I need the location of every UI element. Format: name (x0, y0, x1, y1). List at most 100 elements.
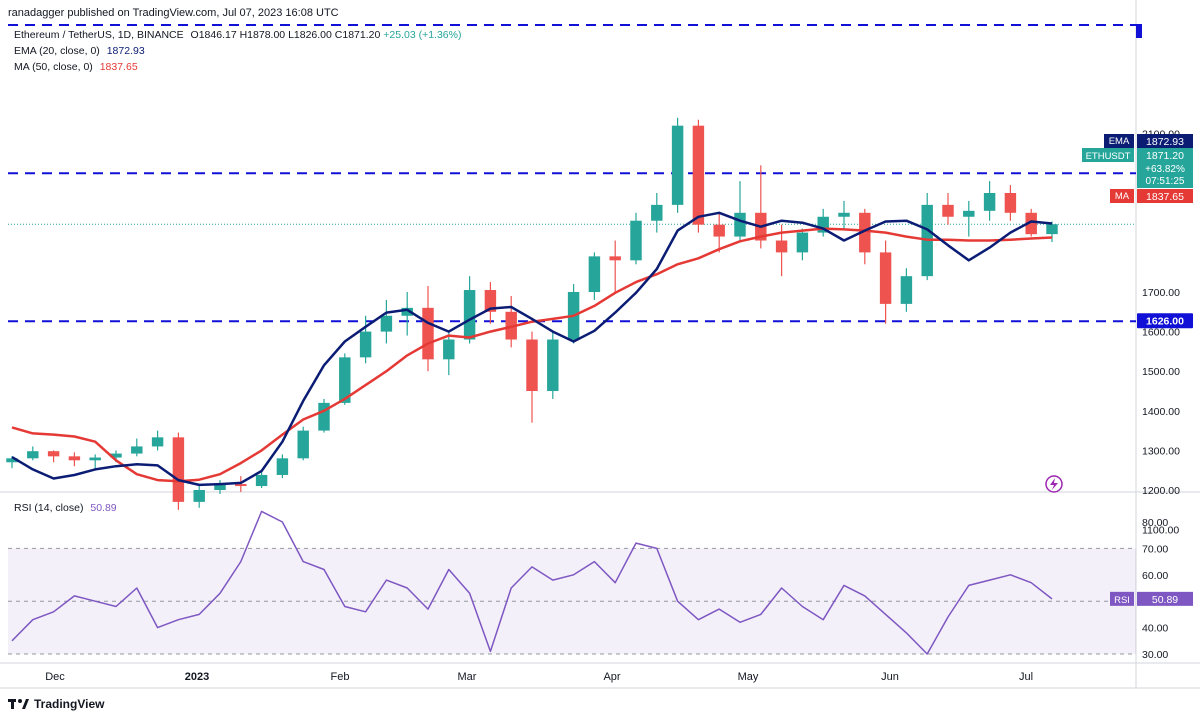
rsi-line (11, 510, 1053, 655)
ticker-tag: ETHUSDT (1086, 151, 1131, 162)
symbol-legend: Ethereum / TetherUS, 1D, BINANCE O1846.1… (14, 29, 461, 41)
rsi-value-bg (1137, 591, 1193, 606)
rsi-tick-label: 30.00 (1142, 649, 1168, 661)
ema-legend-label: EMA (20, close, 0) (14, 45, 100, 57)
lightning-bolt-icon (1050, 478, 1058, 490)
candle-body (297, 430, 309, 459)
candle-body (1046, 224, 1058, 235)
price-tick-label: 1600.00 (1142, 327, 1180, 339)
candle-body (235, 484, 247, 487)
candle-body (89, 457, 101, 461)
candle-body (484, 290, 497, 312)
candle-body (276, 458, 289, 475)
ticker-tag-bg2 (1082, 148, 1134, 162)
candle-body (963, 210, 975, 217)
symbol-name[interactable]: Ethereum / TetherUS, 1D, BINANCE (14, 29, 184, 41)
tradingview-brand: TradingView (34, 697, 105, 711)
candle-body (1025, 212, 1037, 235)
rsi-legend[interactable]: RSI (14, close) 50.89 (14, 502, 117, 514)
rsi-tick-label: 80.00 (1142, 517, 1168, 529)
candle-body (817, 216, 829, 233)
candle-body (131, 446, 143, 454)
price-tick-label: 1500.00 (1142, 366, 1180, 378)
ma-tag-bg (1110, 189, 1134, 203)
ma-legend-value: 1837.65 (99, 61, 138, 73)
rsi-tag: RSI (1114, 595, 1130, 606)
candle-body (651, 204, 663, 221)
top-level-marker (1136, 24, 1142, 38)
candle-body (463, 290, 476, 340)
candle-body (588, 256, 601, 292)
candle-body (151, 437, 164, 447)
candle-body (900, 276, 913, 304)
candle-body (838, 212, 850, 217)
ema-value-bg (1137, 134, 1193, 148)
candle-body (1004, 193, 1017, 213)
rsi-tick-label: 40.00 (1142, 623, 1168, 635)
candle-body (879, 252, 892, 304)
ema-tag: EMA (1109, 136, 1130, 147)
time-tick-label: May (738, 671, 759, 683)
candle-body (339, 357, 351, 403)
level-1626-badge-text: 1626.00 (1146, 315, 1184, 327)
price-tick-label: 1200.00 (1142, 485, 1180, 497)
ohlc-change: +25.03 (+1.36%) (383, 29, 462, 41)
level-1626-badge-bg (1137, 313, 1193, 329)
countdown-badge: 07:51:25 (1146, 176, 1185, 187)
candle-body (193, 490, 205, 502)
rsi-legend-label: RSI (14, close) (14, 502, 84, 514)
candle-body (318, 402, 330, 431)
candle-body (630, 220, 642, 261)
candle-body (110, 453, 122, 458)
ohlc-high: H1878.00 (239, 29, 286, 41)
ohlc-low: L1826.00 (288, 29, 332, 41)
candle-body (6, 458, 18, 463)
price-tick-label: 1100.00 (1142, 525, 1179, 537)
ema-legend-value: 1872.93 (106, 45, 145, 57)
ma-legend[interactable]: MA (50, close, 0) 1837.65 (14, 61, 138, 73)
time-tick-label: Apr (603, 671, 620, 683)
candle-body (734, 212, 746, 237)
price-tick-label: 1400.00 (1142, 406, 1180, 418)
candle-body (422, 307, 434, 360)
candle-body (255, 474, 268, 487)
ema-legend[interactable]: EMA (20, close, 0) 1872.93 (14, 45, 145, 57)
price-tick-label: 1700.00 (1142, 287, 1180, 299)
ma-legend-label: MA (50, close, 0) (14, 61, 93, 73)
candle-body (68, 456, 81, 461)
publisher-text: ranadagger published on TradingView.com,… (8, 7, 339, 19)
price-badge-bg (1137, 148, 1193, 188)
candle-body (47, 451, 60, 457)
ema-value-badge: 1872.93 (1146, 136, 1184, 148)
rsi-value-badge: 50.89 (1152, 594, 1178, 606)
price-tick-label: 1300.00 (1142, 445, 1180, 457)
ma-value-bg (1137, 189, 1193, 203)
level-1626-badge: 1626.00 (1137, 313, 1193, 329)
candle-body (609, 256, 621, 261)
candle-body (692, 125, 705, 225)
candle-body (380, 315, 393, 332)
ohlc-open: O1846.17 (190, 29, 237, 41)
rsi-legend-value: 50.89 (90, 502, 117, 514)
rsi-tick-label: 70.00 (1142, 543, 1168, 555)
candle-body (671, 125, 684, 205)
candle-body (27, 451, 39, 459)
candle-body (713, 224, 725, 237)
candle-body (547, 339, 559, 391)
ohlc-close: C1871.20 (334, 29, 381, 41)
pct-badge: +63.82% (1145, 164, 1185, 175)
lightning-icon (1045, 475, 1063, 493)
publisher-line: ranadagger published on TradingView.com,… (8, 7, 339, 19)
tradingview-logo-icon (8, 699, 29, 709)
ema-tag-bg (1104, 134, 1134, 148)
rsi-tick-label: 60.00 (1142, 570, 1168, 582)
time-tick-label: Jul (1019, 671, 1033, 683)
tradingview-logo[interactable]: TradingView (8, 697, 104, 711)
candle-body (401, 307, 413, 316)
candle-body (214, 484, 226, 490)
candle-body (796, 232, 809, 253)
candle-body (775, 240, 788, 253)
candle-body (859, 212, 871, 253)
